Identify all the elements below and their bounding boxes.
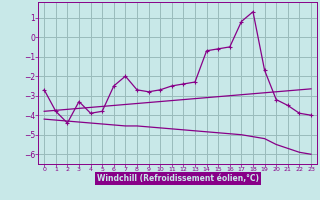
X-axis label: Windchill (Refroidissement éolien,°C): Windchill (Refroidissement éolien,°C) <box>97 174 259 183</box>
